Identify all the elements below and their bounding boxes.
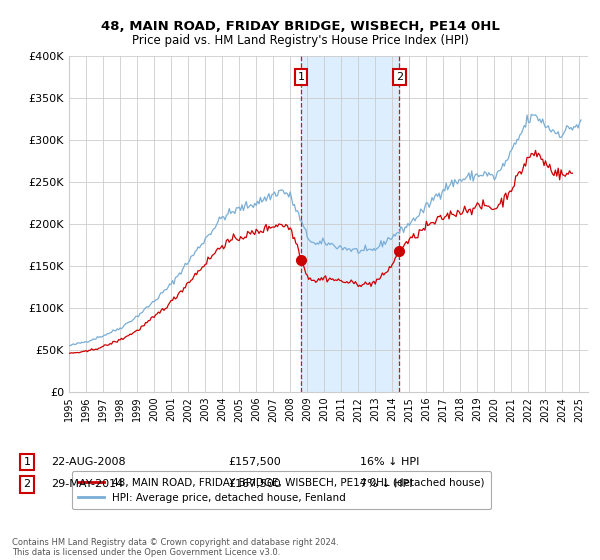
Text: £167,500: £167,500 — [228, 479, 281, 489]
Text: 29-MAY-2014: 29-MAY-2014 — [51, 479, 123, 489]
Text: 1: 1 — [23, 457, 31, 467]
Text: Price paid vs. HM Land Registry's House Price Index (HPI): Price paid vs. HM Land Registry's House … — [131, 34, 469, 46]
Bar — [301, 56, 399, 392]
Text: 1: 1 — [298, 72, 305, 82]
Text: 22-AUG-2008: 22-AUG-2008 — [51, 457, 125, 467]
Text: Contains HM Land Registry data © Crown copyright and database right 2024.
This d: Contains HM Land Registry data © Crown c… — [12, 538, 338, 557]
Text: £157,500: £157,500 — [228, 457, 281, 467]
Text: 48, MAIN ROAD, FRIDAY BRIDGE, WISBECH, PE14 0HL: 48, MAIN ROAD, FRIDAY BRIDGE, WISBECH, P… — [101, 20, 499, 32]
Text: 7% ↓ HPI: 7% ↓ HPI — [360, 479, 413, 489]
Legend: 48, MAIN ROAD, FRIDAY BRIDGE, WISBECH, PE14 0HL (detached house), HPI: Average p: 48, MAIN ROAD, FRIDAY BRIDGE, WISBECH, P… — [71, 471, 491, 509]
Text: 2: 2 — [23, 479, 31, 489]
Text: 2: 2 — [396, 72, 403, 82]
Text: 16% ↓ HPI: 16% ↓ HPI — [360, 457, 419, 467]
